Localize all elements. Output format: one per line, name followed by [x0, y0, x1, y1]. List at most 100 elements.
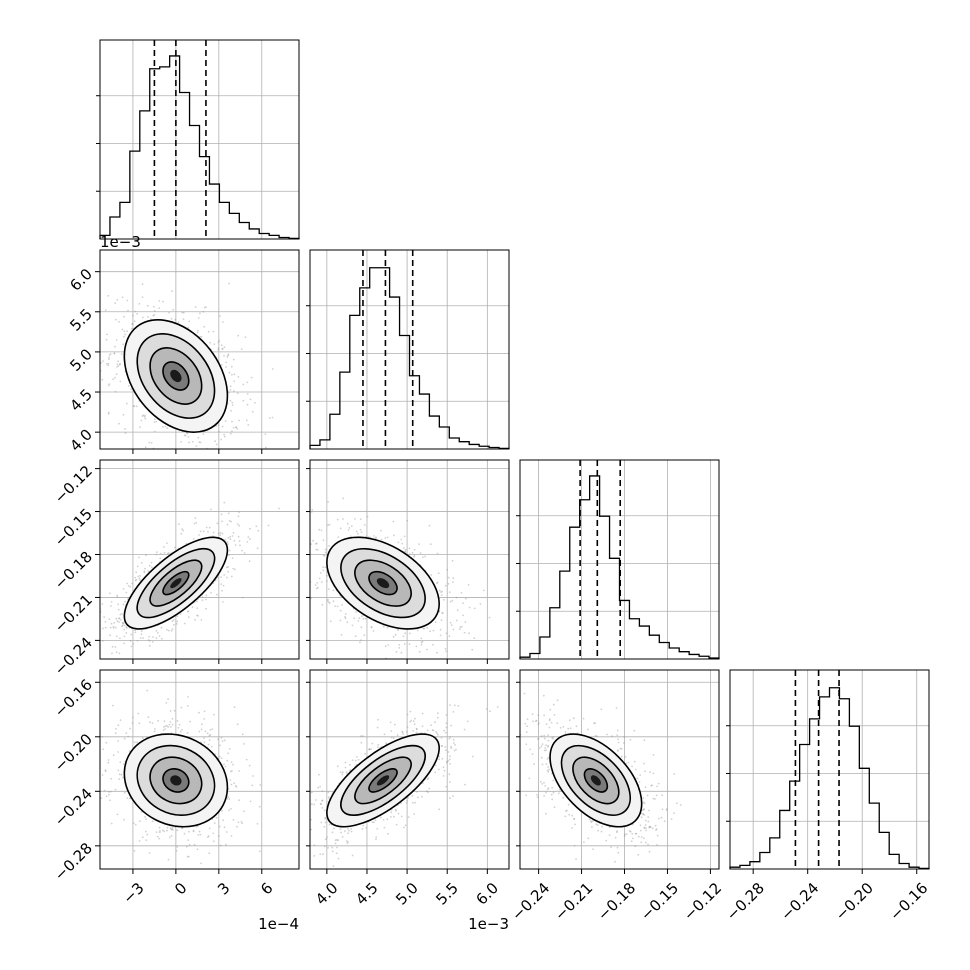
sample-point — [182, 879, 184, 881]
sample-point — [165, 702, 168, 704]
sample-point — [387, 832, 389, 835]
sample-point — [471, 648, 474, 651]
sample-point — [437, 712, 439, 715]
sample-point — [203, 737, 205, 739]
sample-point — [360, 531, 363, 534]
contour-1 — [354, 756, 412, 805]
sample-point — [219, 315, 221, 317]
sample-point — [219, 744, 221, 747]
sample-point — [439, 628, 442, 631]
sample-point — [163, 720, 166, 723]
sample-point — [437, 768, 440, 771]
sample-point — [187, 326, 190, 329]
sample-point — [265, 446, 267, 449]
sample-point — [408, 553, 411, 555]
sample-point — [544, 737, 546, 740]
sample-point — [382, 819, 385, 821]
sample-point — [428, 524, 431, 527]
sample-point — [151, 641, 154, 643]
sample-point — [342, 518, 344, 520]
sample-point — [215, 425, 218, 427]
sample-point — [137, 575, 140, 578]
sample-point — [350, 830, 353, 833]
sample-point — [166, 542, 168, 544]
sample-point — [377, 743, 380, 746]
sample-point — [321, 603, 324, 606]
sample-point — [209, 729, 212, 731]
sample-point — [449, 621, 452, 624]
sample-point — [374, 819, 377, 822]
sample-point — [255, 525, 258, 528]
sample-point — [208, 526, 211, 529]
sample-point — [473, 607, 476, 610]
sample-point — [196, 329, 199, 332]
sample-point — [432, 629, 435, 632]
sample-point — [313, 803, 316, 806]
sample-point — [221, 810, 223, 812]
sample-point — [398, 647, 401, 649]
sample-point — [98, 308, 100, 310]
sample-point — [96, 762, 98, 764]
sample-point — [228, 549, 231, 552]
sample-point — [370, 626, 373, 628]
sample-point — [482, 589, 485, 592]
sample-point — [361, 735, 364, 737]
sample-point — [110, 605, 112, 607]
sample-point — [322, 539, 325, 542]
sample-point — [374, 537, 377, 539]
sample-point — [125, 632, 128, 634]
sample-point — [151, 820, 154, 823]
sample-point — [116, 298, 119, 301]
sample-point — [422, 663, 424, 665]
sample-point — [489, 710, 491, 713]
sample-point — [209, 341, 212, 344]
sample-point — [137, 712, 140, 715]
sample-point — [328, 823, 331, 826]
sample-point — [191, 606, 194, 609]
sample-point — [119, 380, 122, 383]
sample-point — [329, 620, 332, 623]
sample-point — [538, 747, 541, 749]
sample-point — [119, 363, 121, 365]
sample-point — [118, 363, 121, 366]
sample-point — [171, 290, 173, 292]
sample-point — [234, 426, 237, 429]
sample-point — [406, 519, 409, 522]
sample-point — [141, 737, 144, 739]
sample-point — [123, 624, 126, 627]
sample-point — [451, 559, 454, 562]
sample-point — [183, 832, 186, 835]
sample-point — [360, 639, 362, 641]
sample-point — [188, 844, 191, 846]
sample-point — [221, 347, 224, 350]
sample-point — [119, 613, 122, 616]
sample-point — [107, 362, 110, 365]
sample-point — [479, 603, 482, 605]
sample-point — [455, 596, 458, 599]
sample-point — [236, 392, 239, 395]
sample-point — [386, 626, 389, 629]
contour-1 — [149, 756, 203, 805]
sample-point — [114, 646, 117, 648]
sample-point — [186, 731, 189, 734]
sample-point — [652, 797, 655, 800]
sample-point — [148, 564, 151, 567]
sample-point — [446, 760, 448, 763]
sample-point — [223, 739, 226, 742]
sample-point — [336, 846, 338, 849]
sample-point — [125, 591, 128, 594]
hist-frame — [309, 249, 510, 450]
sample-point — [237, 821, 240, 824]
sample-point — [164, 725, 167, 727]
sample-point — [132, 405, 135, 408]
sample-point — [354, 518, 356, 520]
sample-point — [118, 617, 121, 619]
sample-point — [217, 738, 220, 741]
sample-point — [228, 798, 231, 800]
sample-point — [428, 667, 430, 669]
sample-point — [368, 748, 371, 750]
sample-point — [238, 511, 241, 513]
sample-point — [244, 336, 247, 339]
sample-point — [395, 823, 398, 826]
sample-point — [158, 837, 161, 840]
